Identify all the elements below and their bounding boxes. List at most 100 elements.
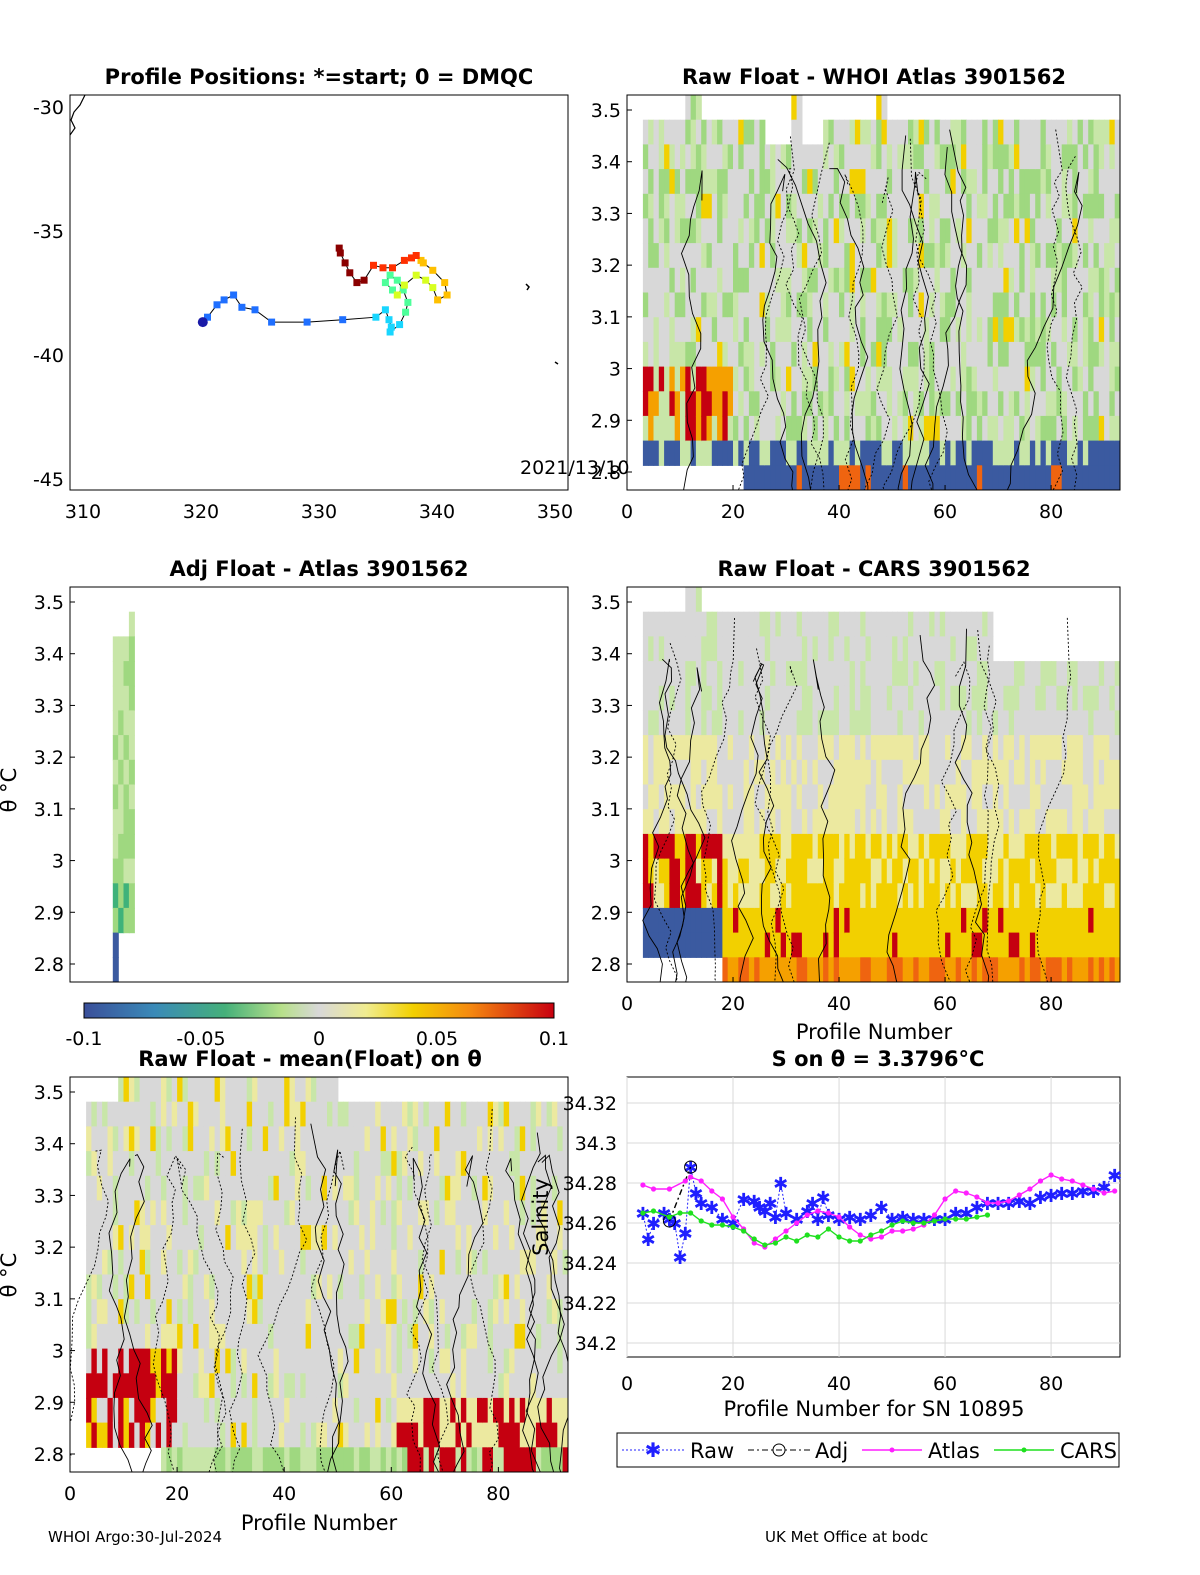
heatmap-cell bbox=[1051, 661, 1057, 687]
heatmap-cell bbox=[870, 169, 877, 195]
heatmap-cell bbox=[193, 1175, 200, 1202]
heatmap-cell bbox=[844, 193, 851, 220]
heatmap-cell bbox=[913, 391, 920, 417]
heatmap-cell bbox=[759, 193, 766, 220]
heatmap-cell bbox=[343, 1299, 350, 1325]
heatmap-cell bbox=[450, 1126, 457, 1152]
heatmap-cell bbox=[653, 440, 660, 466]
heatmap-cell bbox=[525, 1225, 532, 1251]
heatmap-cell bbox=[455, 1101, 462, 1127]
heatmap-cell bbox=[134, 1151, 141, 1177]
heatmap-cell bbox=[865, 169, 872, 195]
heatmap-cell bbox=[918, 292, 925, 318]
heatmap-cell bbox=[343, 1274, 350, 1300]
heatmap-cell bbox=[364, 1447, 371, 1472]
heatmap-cell bbox=[828, 759, 835, 786]
heatmap-cell bbox=[764, 341, 771, 368]
heatmap-cell bbox=[966, 710, 973, 736]
heatmap-cell bbox=[1040, 809, 1047, 835]
heatmap-cell bbox=[987, 611, 994, 637]
heatmap-cell bbox=[664, 809, 670, 835]
heatmap-cell bbox=[648, 169, 655, 195]
heatmap-cell bbox=[939, 144, 946, 170]
heatmap-cell bbox=[551, 1249, 558, 1276]
heatmap-cell bbox=[396, 1422, 403, 1448]
heatmap-cell bbox=[557, 1200, 564, 1226]
heatmap-cell bbox=[198, 1077, 205, 1103]
heatmap-cell bbox=[385, 1274, 392, 1300]
heatmap-cell bbox=[923, 809, 930, 835]
contour-line bbox=[257, 1117, 308, 1472]
heatmap-cell bbox=[934, 784, 941, 810]
heatmap-cell bbox=[423, 1200, 430, 1226]
heatmap-cell bbox=[396, 1348, 403, 1374]
heatmap-cell bbox=[738, 661, 745, 687]
heatmap-cell bbox=[939, 243, 946, 269]
heatmap-cell bbox=[801, 636, 808, 662]
heatmap-cell bbox=[375, 1126, 382, 1152]
heatmap-cell bbox=[780, 415, 787, 442]
heatmap-cell bbox=[503, 1249, 510, 1276]
heatmap-cell bbox=[807, 809, 814, 835]
heatmap-cell bbox=[203, 1101, 210, 1127]
profile-tick: 80 bbox=[486, 1483, 510, 1505]
heatmap-cell bbox=[854, 292, 861, 318]
heatmap-cell bbox=[833, 144, 840, 170]
heatmap-cell bbox=[786, 366, 792, 392]
heatmap-cell bbox=[786, 685, 792, 712]
heatmap-cell bbox=[369, 1348, 376, 1374]
heatmap-cell bbox=[902, 809, 909, 835]
heatmap-cell bbox=[711, 932, 718, 958]
heatmap-cell bbox=[1019, 144, 1026, 170]
heatmap-cell bbox=[775, 218, 782, 244]
heatmap-cell bbox=[939, 317, 946, 343]
heatmap-cell bbox=[939, 366, 946, 392]
heatmap-cell bbox=[849, 243, 856, 269]
heatmap-cell bbox=[428, 1225, 435, 1251]
heatmap-cell bbox=[870, 833, 877, 860]
heatmap-cell bbox=[886, 341, 893, 368]
point-cars bbox=[804, 1232, 810, 1238]
heatmap-cell bbox=[118, 661, 125, 687]
heatmap-cell bbox=[187, 1175, 194, 1202]
heatmap-cell bbox=[1003, 883, 1010, 909]
heatmap-cell bbox=[828, 292, 835, 318]
point-atlas bbox=[804, 1212, 810, 1218]
heatmap-cell bbox=[1040, 267, 1047, 294]
heatmap-cell bbox=[711, 169, 718, 195]
heatmap-cell bbox=[727, 784, 734, 810]
heatmap-cell bbox=[950, 465, 957, 490]
heatmap-cell bbox=[203, 1397, 210, 1424]
heatmap-cell bbox=[1040, 415, 1047, 442]
heatmap-cell bbox=[823, 317, 829, 343]
heatmap-cell bbox=[669, 932, 676, 958]
heatmap-cell bbox=[828, 833, 835, 860]
heatmap-cell bbox=[434, 1151, 441, 1177]
heatmap-cell bbox=[823, 833, 829, 860]
heatmap-cell bbox=[807, 243, 814, 269]
heatmap-cell bbox=[664, 341, 670, 368]
heatmap-cell bbox=[1061, 243, 1068, 269]
heatmap-cell bbox=[780, 833, 787, 860]
heatmap-cell bbox=[1088, 858, 1095, 884]
heatmap-cell bbox=[348, 1175, 355, 1202]
heatmap-cell bbox=[1008, 193, 1015, 220]
heatmap-cell bbox=[807, 366, 814, 392]
heatmap-cell bbox=[929, 858, 936, 884]
heatmap-cell bbox=[1077, 809, 1084, 835]
heatmap-cell bbox=[711, 833, 718, 860]
heatmap-cell bbox=[945, 784, 951, 810]
heatmap-cell bbox=[557, 1225, 564, 1251]
heatmap-cell bbox=[870, 661, 877, 687]
heatmap-cell bbox=[1104, 883, 1110, 909]
heatmap-cell bbox=[865, 932, 872, 958]
heatmap-cell bbox=[717, 907, 723, 934]
heatmap-cell bbox=[166, 1348, 173, 1374]
heatmap-cell bbox=[198, 1151, 205, 1177]
heatmap-cell bbox=[976, 907, 983, 934]
heatmap-cell bbox=[359, 1373, 366, 1399]
heatmap-cell bbox=[733, 243, 739, 269]
heatmap-cell bbox=[369, 1422, 376, 1448]
heatmap-cell bbox=[460, 1447, 467, 1472]
heatmap-cell bbox=[1056, 144, 1063, 170]
